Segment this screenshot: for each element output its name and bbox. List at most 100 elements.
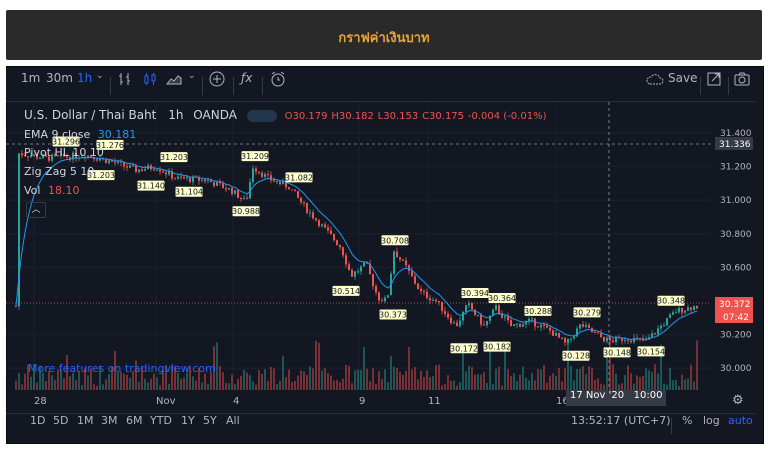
- pivot-label-box: [603, 347, 631, 358]
- pivot-label: 30.394: [461, 289, 489, 298]
- toolbar-divider: [233, 77, 234, 95]
- chart-widget: [6, 66, 764, 444]
- time-label: 16: [556, 396, 569, 407]
- crosshair-price-box: [715, 137, 753, 150]
- pivot-label-box: [285, 172, 313, 183]
- pivot-label: 30.988: [232, 207, 260, 216]
- fullscreen-icon[interactable]: [707, 71, 721, 101]
- pivot-label: 30.348: [657, 297, 685, 306]
- ohlc-open: O30.179: [284, 111, 328, 122]
- clock-timezone[interactable]: 13:52:17 (UTC+7): [571, 414, 671, 427]
- pivot-label: 30.373: [379, 311, 407, 320]
- legend-collapse-button[interactable]: ︿: [26, 202, 46, 218]
- range-5d[interactable]: 5D: [53, 414, 69, 427]
- pivot-label-box: [381, 235, 409, 246]
- range-all[interactable]: All: [226, 414, 240, 427]
- countdown-label: 07:42: [723, 313, 749, 323]
- price-tick-label: 31.400: [720, 129, 752, 139]
- legend-zigzag[interactable]: Zig Zag 5 10: [24, 165, 95, 178]
- price-tick-label: 31.200: [720, 163, 752, 173]
- market-status-toggle[interactable]: [246, 109, 277, 122]
- pivot-label: 31.209: [241, 152, 269, 161]
- pivot-label-box: [232, 206, 260, 217]
- last-price-box: [715, 297, 753, 310]
- bar-style-icon[interactable]: [118, 71, 132, 101]
- pivot-label-box: [379, 309, 407, 320]
- interval-30m[interactable]: 30m: [46, 71, 73, 85]
- time-label: 11: [428, 396, 441, 407]
- toolbar-divider: [728, 77, 729, 95]
- pivot-label-box: [160, 152, 188, 163]
- price-chart[interactable]: 31.296 31.276 31.203 31.203 31.140 31.104 31.2…: [6, 102, 756, 390]
- more-features-link[interactable]: More features on tradingview.com: [28, 362, 216, 375]
- pivot-label: 31.203: [87, 171, 115, 180]
- banner: กราฟค่าเงินบาท: [6, 10, 762, 60]
- pivot-label: 31.276: [96, 141, 124, 150]
- candles-icon[interactable]: [143, 71, 157, 101]
- log-toggle[interactable]: log: [703, 414, 720, 427]
- range-5y[interactable]: 5Y: [203, 414, 217, 427]
- save-button[interactable]: Save: [668, 71, 698, 85]
- indicators-icon[interactable]: ƒx: [241, 71, 253, 85]
- ohlc-low: L30.153: [377, 111, 419, 122]
- time-label: 4: [233, 396, 240, 407]
- auto-toggle[interactable]: auto: [728, 414, 753, 427]
- pivot-label: 31.296: [52, 137, 80, 146]
- pivot-label-box: [637, 346, 665, 357]
- pivot-label: 30.364: [488, 294, 516, 303]
- volume-value: 18.10: [47, 184, 80, 197]
- symbol-name[interactable]: U.S. Dollar / Thai Baht: [24, 108, 157, 122]
- ohlc-change: -0.004 (-0.01%): [467, 111, 547, 122]
- range-6m[interactable]: 6M: [126, 414, 143, 427]
- pivot-label-box: [657, 295, 685, 306]
- compare-add-icon[interactable]: [209, 71, 225, 101]
- legend-ema[interactable]: EMA 9 close 30.181: [24, 128, 136, 141]
- symbol-interval: 1h: [168, 108, 184, 122]
- pivot-label-box: [450, 343, 478, 354]
- ema-label: EMA 9 close: [24, 128, 91, 141]
- range-3m[interactable]: 3M: [101, 414, 118, 427]
- bottom-toolbar: 1D 5D 1M 3M 6M YTD 1Y 5Y All 13:52:17 (U…: [6, 413, 756, 438]
- area-style-icon[interactable]: [165, 71, 182, 101]
- camera-icon[interactable]: [734, 71, 750, 101]
- toolbar-divider: [262, 77, 263, 95]
- pivot-label-box: [332, 285, 360, 296]
- time-label: 9: [359, 396, 366, 407]
- legend-volume[interactable]: Vol 18.10: [24, 184, 79, 197]
- volume-label: Vol: [24, 184, 41, 197]
- interval-1h[interactable]: 1h: [77, 71, 93, 85]
- pivot-label: 30.154: [637, 347, 665, 356]
- last-price-label: 30.372: [719, 300, 751, 310]
- toolbar-divider: [700, 77, 701, 95]
- range-1m[interactable]: 1M: [77, 414, 94, 427]
- legend-pivot[interactable]: Pivot HL 10 10: [24, 146, 104, 159]
- pivot-label-box: [483, 341, 511, 352]
- range-1y[interactable]: 1Y: [181, 414, 195, 427]
- interval-1m[interactable]: 1m: [21, 71, 41, 85]
- price-tick-label: 31.000: [720, 196, 752, 206]
- chevron-up-icon: ︿: [31, 205, 41, 215]
- pivot-label: 31.104: [175, 188, 203, 197]
- pivot-label-box: [461, 288, 489, 299]
- pivot-label-box: [87, 170, 115, 181]
- pivot-label: 30.172: [450, 344, 478, 353]
- ema-value: 30.181: [97, 128, 137, 141]
- ohlc-high: H30.182: [331, 111, 374, 122]
- range-1d[interactable]: 1D: [30, 414, 46, 427]
- symbol-broker: OANDA: [193, 108, 237, 122]
- cloud-icon[interactable]: [646, 71, 664, 101]
- pivot-label: 31.203: [160, 153, 188, 162]
- settings-gear-icon[interactable]: ⚙: [732, 393, 744, 408]
- alert-clock-icon[interactable]: [270, 71, 286, 101]
- percent-toggle[interactable]: %: [682, 414, 693, 427]
- pivot-label: 30.128: [562, 352, 590, 361]
- pivot-label: 31.082: [285, 173, 313, 182]
- range-ytd[interactable]: YTD: [150, 414, 172, 427]
- pivot-label-box: [573, 307, 601, 318]
- ohlc-close: C30.175: [422, 111, 465, 122]
- pivot-label: 30.708: [381, 236, 409, 245]
- crosshair-time-label: 17 Nov '20 10:00: [566, 390, 667, 406]
- chart-style-dropdown-icon[interactable]: ⌄: [188, 71, 196, 81]
- interval-dropdown-icon[interactable]: ⌄: [96, 71, 104, 81]
- pivot-label-box: [562, 350, 590, 361]
